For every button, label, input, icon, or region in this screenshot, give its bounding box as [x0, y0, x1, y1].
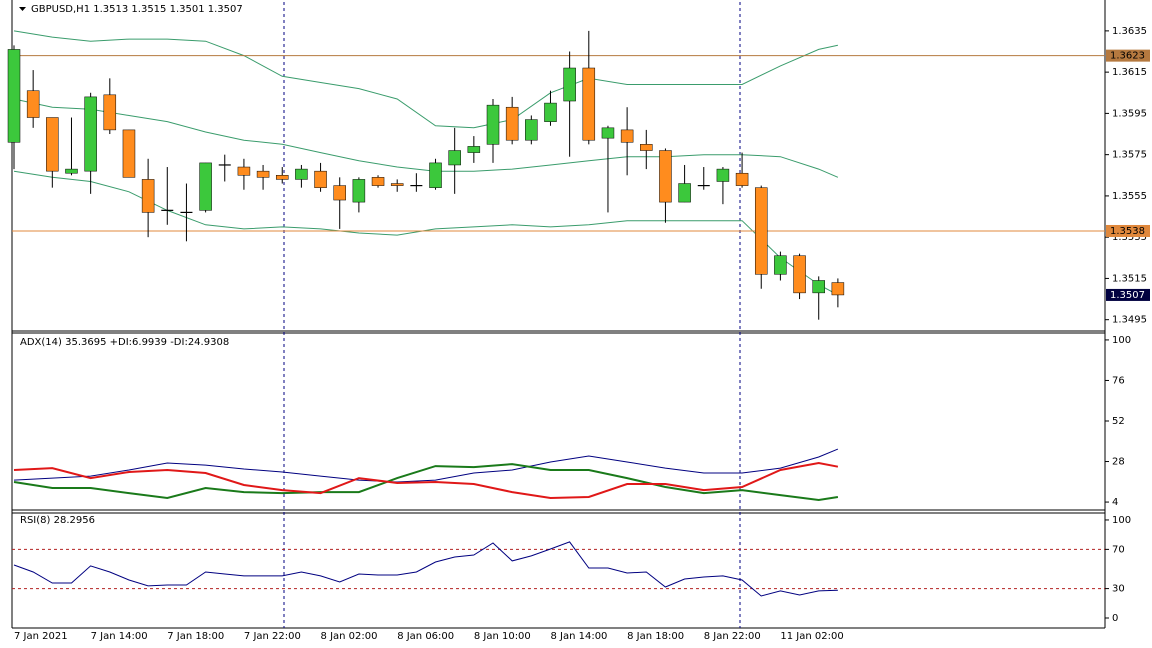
- y-tick-label: 30: [1112, 584, 1125, 595]
- y-tick-label: 1.3555: [1112, 191, 1147, 202]
- candle-body: [141, 179, 155, 213]
- candle-body: [735, 172, 749, 186]
- candle-body: [601, 127, 615, 139]
- candle-body: [122, 129, 136, 178]
- candle-body: [582, 67, 596, 141]
- y-tick-label: 1.3575: [1112, 150, 1147, 161]
- candle-body: [103, 94, 117, 131]
- y-tick-label: 100: [1112, 335, 1131, 346]
- candle-body: [84, 96, 97, 172]
- y-tick-label: 1.3495: [1112, 315, 1147, 326]
- candle-body: [256, 170, 270, 178]
- candle-body: [429, 162, 442, 188]
- y-tick-label: 1.3515: [1112, 273, 1147, 284]
- y-tick-label: 70: [1112, 544, 1125, 555]
- candle-body: [640, 144, 653, 151]
- indicator-line: [13, 541, 838, 597]
- candle-body: [295, 168, 308, 180]
- price-level-box: [1106, 224, 1150, 237]
- indicator-line: [13, 461, 839, 500]
- candle-body: [812, 280, 825, 294]
- candle-body: [716, 168, 730, 182]
- candle-body: [333, 185, 346, 201]
- time-label: 7 Jan 22:00: [244, 631, 301, 642]
- time-label: 8 Jan 06:00: [397, 631, 454, 642]
- menu-arrow[interactable]: [19, 7, 26, 11]
- candle-body: [448, 150, 461, 166]
- candle-body: [65, 168, 78, 174]
- candle-body: [199, 162, 212, 211]
- rsi-header: RSI(8) 28.2956: [20, 515, 95, 526]
- price-level-label: 1.3623: [1110, 51, 1145, 62]
- candle-body: [754, 187, 768, 275]
- y-tick-label: 28: [1112, 457, 1125, 468]
- adx-header: ADX(14) 35.3695 +DI:6.9939 -DI:24.9308: [20, 337, 229, 348]
- candle-body: [46, 117, 59, 172]
- y-tick-label: 4: [1112, 497, 1118, 508]
- time-label: 8 Jan 10:00: [474, 631, 531, 642]
- candle-body: [314, 170, 327, 188]
- current-price-label: 1.3507: [1110, 290, 1145, 301]
- candle-body: [563, 67, 576, 102]
- candle-body: [831, 282, 845, 296]
- candle-body: [467, 146, 481, 153]
- candle-body: [486, 104, 500, 145]
- symbol-header: GBPUSD,H1 1.3513 1.3515 1.3501 1.3507: [31, 4, 243, 15]
- y-tick-label: 1.3535: [1112, 232, 1147, 243]
- candle-body: [525, 119, 538, 141]
- candle-body: [275, 175, 289, 180]
- price-level-box: [1106, 49, 1150, 62]
- indicator-line: [13, 448, 839, 483]
- time-label: 8 Jan 14:00: [550, 631, 607, 642]
- price-level-label: 1.3538: [1110, 226, 1145, 237]
- time-label: 8 Jan 22:00: [704, 631, 761, 642]
- y-tick-label: 1.3615: [1112, 67, 1147, 78]
- candle-body: [774, 255, 787, 275]
- time-label: 8 Jan 18:00: [627, 631, 684, 642]
- time-label: 7 Jan 2021: [14, 631, 68, 642]
- candle-body: [620, 129, 634, 143]
- y-tick-label: 100: [1112, 515, 1131, 526]
- candle-body: [371, 177, 385, 186]
- bollinger-band: [13, 170, 839, 296]
- candle-body: [505, 106, 519, 141]
- candle-body: [26, 90, 40, 118]
- y-tick-label: 52: [1112, 416, 1125, 427]
- candle-body: [793, 255, 806, 294]
- time-label: 11 Jan 02:00: [780, 631, 843, 642]
- candle-body: [237, 166, 251, 176]
- indicator-line: [13, 463, 839, 502]
- time-label: 7 Jan 14:00: [91, 631, 148, 642]
- y-tick-label: 1.3635: [1112, 26, 1147, 37]
- candle-body: [390, 183, 404, 186]
- current-price-box: [1106, 288, 1150, 301]
- candle-body: [544, 102, 557, 122]
- candle-body: [659, 150, 672, 203]
- time-label: 7 Jan 18:00: [167, 631, 224, 642]
- bollinger-band: [13, 30, 839, 129]
- y-tick-label: 76: [1112, 375, 1125, 386]
- time-label: 8 Jan 02:00: [321, 631, 378, 642]
- candle-body: [7, 49, 21, 143]
- y-tick-label: 0: [1112, 613, 1118, 624]
- y-tick-label: 1.3595: [1112, 108, 1147, 119]
- candle-body: [352, 179, 366, 203]
- candle-body: [678, 183, 691, 203]
